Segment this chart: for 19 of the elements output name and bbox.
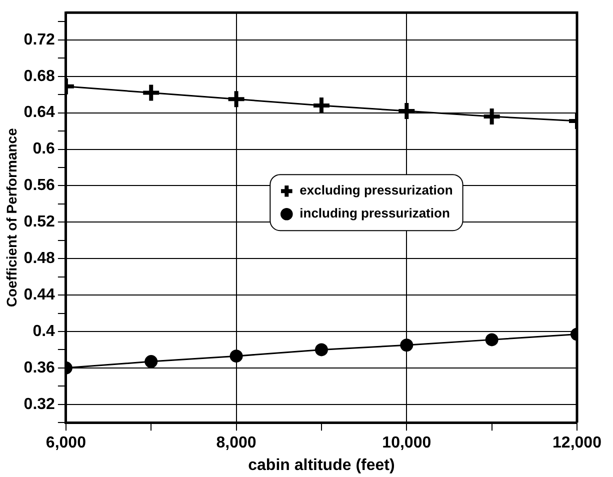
- y-tick-label: 0.56: [24, 177, 56, 194]
- y-tick-label: 0.32: [24, 396, 56, 413]
- legend-label: including pressurization: [300, 206, 450, 221]
- x-tick-label: 10,000: [382, 434, 432, 452]
- y-tick-label: 0.48: [24, 250, 56, 268]
- y-tick-label: 0.68: [24, 68, 56, 85]
- x-tick-label: 6,000: [46, 434, 86, 452]
- y-tick-label: 0.44: [24, 286, 56, 304]
- x-tick-label: 8,000: [216, 434, 256, 452]
- y-tick-label: 0.6: [32, 140, 56, 158]
- x-tick-label: 12,000: [552, 434, 602, 452]
- y-axis-title: Coefficient of Performance: [3, 128, 20, 308]
- y-tick-label: 0.52: [24, 214, 56, 231]
- x-axis-title: cabin altitude (feet): [248, 456, 395, 474]
- y-tick-label: 0.4: [32, 322, 56, 340]
- y-tick-label: 0.72: [24, 31, 56, 48]
- y-tick-label: 0.64: [24, 104, 56, 122]
- y-tick-label: 0.36: [24, 359, 56, 376]
- legend-label: excluding pressurization: [300, 182, 453, 198]
